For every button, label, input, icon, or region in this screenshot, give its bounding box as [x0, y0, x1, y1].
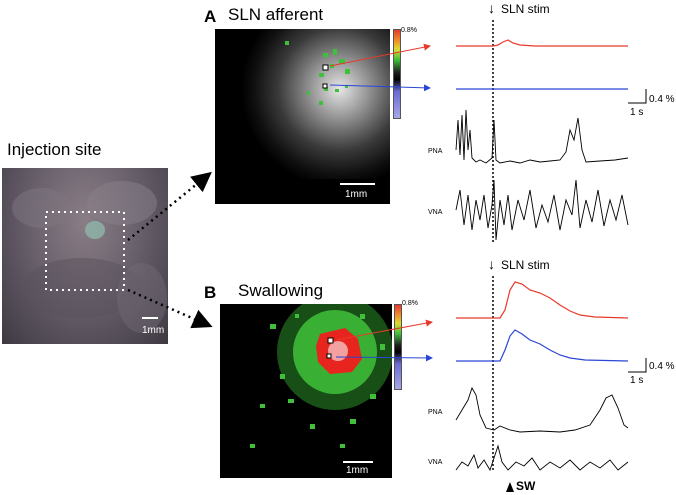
panel-b-scale-bracket	[628, 358, 647, 373]
panel-b-scale-time: 1 s	[630, 375, 644, 386]
panel-b-letter: B	[204, 283, 217, 302]
panel-b-title: Swallowing	[238, 281, 324, 300]
panel-b-scale-label: 1mm	[346, 465, 369, 476]
panel-b-sw-marker-icon	[506, 482, 514, 492]
panel-a-vna-trace	[455, 179, 629, 241]
panel-b-overlay	[250, 304, 392, 463]
panel-b-image: 1mm	[220, 304, 392, 478]
injection-site-image: 1mm	[2, 168, 168, 344]
panel-b-stim-label: SLN stim	[501, 258, 550, 272]
injection-spot	[85, 221, 105, 239]
panel-b-red-trace	[456, 281, 629, 319]
panel-b-colorbar	[394, 304, 402, 390]
panel-a-vna-label: VNA	[428, 209, 443, 216]
panel-b-pna-trace	[455, 386, 629, 433]
panel-a-title: SLN afferent	[228, 5, 324, 24]
panel-a-stim-label: SLN stim	[501, 2, 550, 16]
injection-site-texture	[12, 181, 167, 333]
panel-b-blue-trace	[456, 329, 629, 362]
panel-b-vna-label: VNA	[428, 459, 443, 466]
panel-a-red-trace	[456, 39, 628, 47]
panel-b-pna-label: PNA	[428, 409, 443, 416]
panel-b-colorbar-label: 0.8%	[402, 300, 418, 307]
panel-a-scale-bracket	[628, 89, 647, 104]
panel-a-overlay	[285, 41, 375, 185]
panel-a-colorbar-label: 0.8%	[401, 27, 417, 34]
panel-b-stim-arrow-icon: ↓	[488, 256, 495, 272]
panel-a-image: 1mm	[215, 29, 390, 204]
panel-a-stim-arrow-icon: ↓	[488, 0, 495, 16]
panel-a-colorbar	[393, 29, 401, 119]
panel-a-pna-trace	[455, 109, 629, 164]
panel-a-pna-label: PNA	[428, 148, 443, 155]
panel-b-sw-label: SW	[516, 479, 536, 493]
panel-b-vna-trace	[455, 444, 629, 472]
panel-a-letter: A	[204, 7, 217, 26]
injection-site-title: Injection site	[7, 140, 102, 159]
panel-a-scale-value: 0.4 %	[649, 94, 675, 105]
panel-b-scale-value: 0.4 %	[649, 361, 675, 372]
panel-a-scale-time: 1 s	[630, 107, 644, 118]
panel-a-scale-label: 1mm	[345, 189, 368, 200]
injection-scale-label: 1mm	[142, 325, 165, 336]
